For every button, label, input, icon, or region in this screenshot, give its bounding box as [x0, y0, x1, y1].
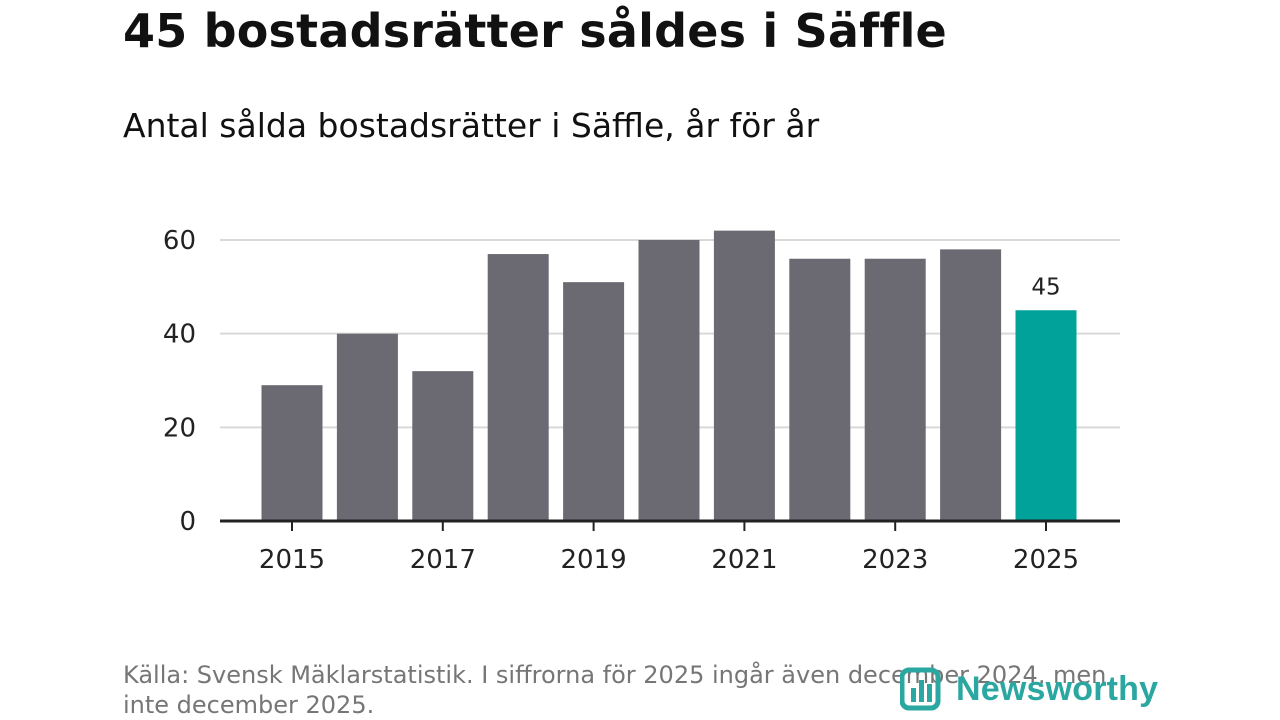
chart-subtitle: Antal sålda bostadsrätter i Säffle, år f… — [123, 106, 820, 145]
newsworthy-logo: Newsworthy — [900, 666, 1158, 712]
x-tick-label: 2015 — [259, 545, 325, 575]
bar-2021 — [713, 230, 775, 521]
y-tick-label: 40 — [163, 320, 196, 350]
y-tick-label: 20 — [163, 413, 196, 443]
bar-2020 — [638, 240, 700, 521]
bar-2018 — [487, 254, 549, 522]
bar-2017 — [412, 371, 474, 521]
bar-2024 — [940, 249, 1002, 521]
bar-2022 — [789, 258, 851, 521]
x-tick-label: 2021 — [711, 545, 777, 575]
chart-title: 45 bostadsrätter såldes i Säffle — [123, 4, 947, 58]
bar-chart-logo-icon — [900, 667, 941, 711]
x-tick-label: 2025 — [1013, 545, 1079, 575]
x-tick-label: 2019 — [561, 545, 627, 575]
y-tick-label: 60 — [163, 226, 196, 256]
logo-text: Newsworthy — [956, 669, 1159, 708]
bar-2015 — [261, 385, 323, 521]
x-tick-label: 2017 — [410, 545, 476, 575]
bar-2019 — [563, 282, 625, 521]
bar-2023 — [864, 258, 926, 521]
bar-2016 — [336, 333, 398, 521]
source-note: Källa: Svensk Mäklarstatistik. I siffror… — [123, 661, 1107, 719]
y-tick-label: 0 — [179, 507, 196, 537]
x-tick-label: 2023 — [862, 545, 928, 575]
bar-2025 — [1015, 310, 1077, 521]
data-label: 45 — [1031, 274, 1060, 300]
